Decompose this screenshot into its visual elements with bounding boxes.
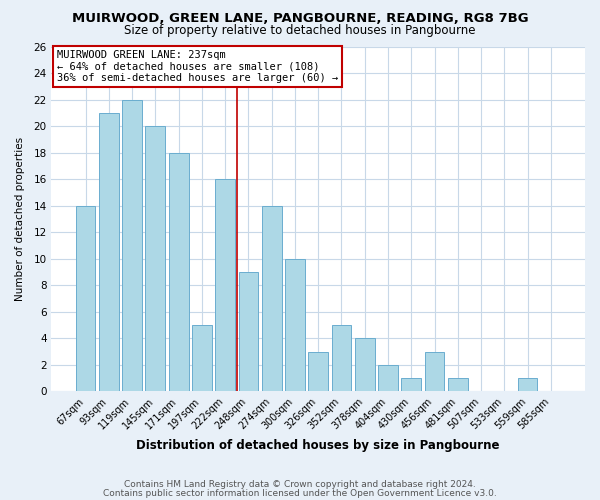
Bar: [169, 152, 188, 392]
Bar: [99, 113, 119, 392]
Bar: [145, 126, 165, 392]
Bar: [285, 258, 305, 392]
Text: Contains HM Land Registry data © Crown copyright and database right 2024.: Contains HM Land Registry data © Crown c…: [124, 480, 476, 489]
Bar: [122, 100, 142, 392]
Bar: [262, 206, 281, 392]
Bar: [239, 272, 259, 392]
Text: MUIRWOOD, GREEN LANE, PANGBOURNE, READING, RG8 7BG: MUIRWOOD, GREEN LANE, PANGBOURNE, READIN…: [71, 12, 529, 26]
Bar: [192, 325, 212, 392]
Bar: [518, 378, 538, 392]
Bar: [425, 352, 445, 392]
Bar: [355, 338, 374, 392]
Bar: [308, 352, 328, 392]
Text: Size of property relative to detached houses in Pangbourne: Size of property relative to detached ho…: [124, 24, 476, 37]
Text: MUIRWOOD GREEN LANE: 237sqm
← 64% of detached houses are smaller (108)
36% of se: MUIRWOOD GREEN LANE: 237sqm ← 64% of det…: [57, 50, 338, 83]
Bar: [215, 179, 235, 392]
Y-axis label: Number of detached properties: Number of detached properties: [15, 137, 25, 301]
Bar: [378, 365, 398, 392]
Bar: [332, 325, 352, 392]
Bar: [448, 378, 467, 392]
Bar: [401, 378, 421, 392]
X-axis label: Distribution of detached houses by size in Pangbourne: Distribution of detached houses by size …: [136, 440, 500, 452]
Text: Contains public sector information licensed under the Open Government Licence v3: Contains public sector information licen…: [103, 488, 497, 498]
Bar: [76, 206, 95, 392]
